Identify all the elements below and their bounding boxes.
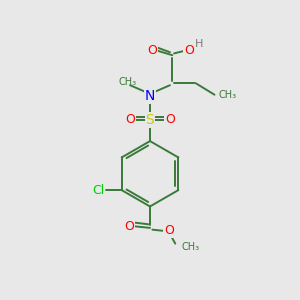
- Text: CH₃: CH₃: [218, 90, 236, 100]
- Text: H: H: [195, 39, 203, 49]
- Text: O: O: [147, 44, 157, 57]
- Text: O: O: [125, 113, 135, 126]
- Text: O: O: [165, 113, 175, 126]
- Text: S: S: [146, 113, 154, 127]
- Text: O: O: [164, 224, 174, 237]
- Text: CH₃: CH₃: [118, 77, 137, 87]
- Text: O: O: [184, 44, 194, 57]
- Text: CH₃: CH₃: [181, 242, 199, 252]
- Text: N: N: [145, 89, 155, 103]
- Text: Cl: Cl: [92, 184, 104, 196]
- Text: O: O: [124, 220, 134, 233]
